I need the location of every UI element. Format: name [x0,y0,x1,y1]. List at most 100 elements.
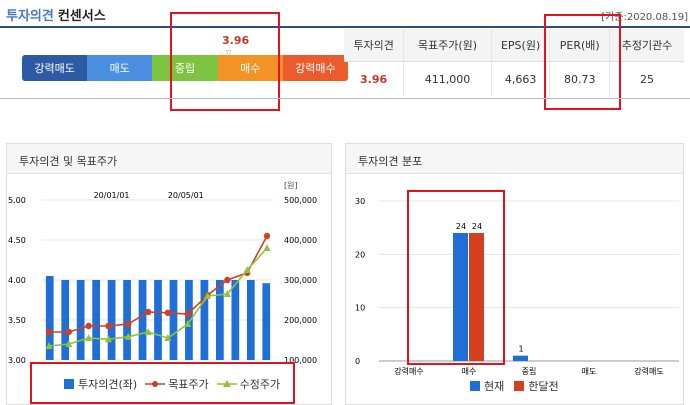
target-price-point [45,328,53,336]
highlight-box-score [170,12,280,111]
td-opinion: 3.96 [360,72,388,86]
adjusted-price-line [48,247,268,347]
legend-current-swatch [470,381,480,391]
opinion-bar [262,283,271,360]
section-divider [0,98,690,99]
y-tick-right: 300,000 [284,276,317,285]
panel-title-right: 투자의견 분포 [346,144,683,174]
opinion-bar [76,280,85,360]
target-price-point [125,320,132,328]
x-tick: 20/01/01 [94,191,130,200]
opinion-bar [185,280,193,360]
y-tick-right: 100,000 [284,356,317,365]
target-price-point [164,309,172,316]
th-per: PER(배) [549,29,610,62]
y-tick-left: 4.00 [8,276,26,285]
target-price-point [65,328,73,336]
opinion-scale-bar: 강력매도 매도 중립 매수 강력매수 [22,55,349,81]
left-legend: 투자의견(좌) 목표주가 수정주가 [64,376,280,392]
scale-strong-buy: 강력매수 [282,55,349,81]
legend-target[interactable]: 목표주가 [168,378,209,391]
y-tick-right: 200,000 [284,316,317,325]
header-divider [0,26,690,28]
th-eps: EPS(원) [490,29,550,62]
opinion-bar [246,280,255,360]
opinion-bar [216,280,224,360]
scale-label: 매도 [109,62,130,75]
td-eps: 4,663 [490,61,550,97]
distribution-bar-label: 1 [518,345,523,354]
target-price-point [85,322,92,330]
y-tick-right: 500,000 [284,196,317,205]
panel-title-left: 투자의견 및 목표주가 [7,144,331,174]
adjusted-price-point [263,244,271,251]
target-price-point [105,322,112,330]
consensus-summary-table: 투자의견 목표주가(원) EPS(원) PER(배) 추정기관수 3.96 41… [344,29,684,97]
x-category-label: 강력매도 [634,366,663,376]
x-category-label: 중립 [522,367,537,376]
title-sub: 컨센서스 [57,9,106,24]
highlight-box-legend [30,362,295,404]
adjusted-price-point [204,292,212,299]
y-tick-left: 4.50 [8,236,26,245]
adjusted-price-point [144,328,152,335]
opinion-bar [123,280,131,360]
adjusted-price-point [164,334,172,341]
distribution-bar [453,233,468,361]
y-tick-right: 400,000 [284,236,317,245]
td-target-price: 411,000 [403,61,492,97]
legend-opinion[interactable]: 투자의견(좌) [78,378,138,391]
scale-label: 매수 [240,62,261,75]
opinion-bar [200,280,209,360]
distribution-bar [513,355,528,361]
td-per: 80.73 [549,61,610,97]
th-target-price: 목표주가(원) [403,29,492,62]
distribution-bar-label: 24 [472,222,482,231]
opinion-score-label: 3.96 [222,34,250,47]
title-main: 투자의견 [6,9,54,24]
scale-sell: 매도 [87,55,153,81]
highlight-box-per [544,14,621,110]
adjusted-price-point [65,340,73,347]
adjusted-price-point [104,335,112,343]
opinion-bar [154,280,162,360]
y-tick: 0 [355,357,360,366]
legend-adjusted[interactable]: 수정주가 [239,378,281,391]
adjusted-price-point [85,334,93,341]
y-tick-left: 5.00 [8,196,26,205]
scale-buy: 매수 [217,55,283,81]
scale-label: 강력매수 [295,62,336,75]
target-price-point [184,310,191,318]
y-tick: 20 [355,250,365,259]
opinion-bar [61,280,70,360]
adjusted-price-point [223,290,231,297]
th-analyst-count: 추정기관수 [609,29,684,62]
section-title: 투자의견 컨센서스 [6,5,106,24]
unit-label: [원] [284,181,298,190]
table-header-row: 투자의견 목표주가(원) EPS(원) PER(배) 추정기관수 [344,29,684,62]
legend-month-ago[interactable]: 한달전 [528,380,559,393]
legend-opinion-swatch [64,379,74,389]
td-analyst-count: 25 [609,61,684,97]
opinion-bar [45,276,54,360]
x-category-label: 강력매수 [394,366,423,376]
th-opinion: 투자의견 [344,29,404,62]
scale-neutral: 중립 [152,55,218,81]
distribution-bar-label: 24 [456,222,466,231]
target-price-point [224,276,231,284]
legend-month-ago-swatch [514,381,525,391]
legend-adjusted-swatch [216,380,237,387]
table-row: 3.96 411,000 4,663 80.73 25 [344,61,684,97]
opinion-bar [169,280,178,360]
adjusted-price-point [243,266,251,273]
x-category-label: 매수 [462,367,477,376]
y-tick-left: 3.00 [8,356,26,365]
target-price-point [263,232,271,240]
opinion-bar [107,280,116,360]
score-pointer-icon: ▽ [226,49,232,57]
adjusted-price-point [45,342,53,349]
target-price-line [49,235,268,333]
opinion-target-chart: 5.00 4.50 4.00 3.50 3.00 500,000 400,000 300,00… [8,191,317,365]
right-legend: 현재 한달전 [470,378,559,394]
legend-current[interactable]: 현재 [484,380,505,393]
